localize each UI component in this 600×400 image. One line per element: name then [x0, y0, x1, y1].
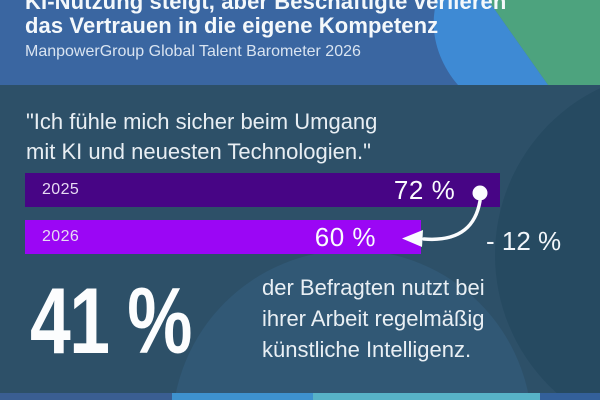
subtitle: ManpowerGroup Global Talent Barometer 20…	[25, 43, 361, 60]
quote-line-2: mit KI und neuesten Technologien."	[26, 139, 371, 164]
page-title: KI-Nutzung steigt, aber Beschäftigte ver…	[25, 0, 506, 38]
bar-2026-label: 2026	[42, 228, 80, 245]
bar-2025-label: 2025	[42, 181, 80, 198]
stat-description: der Befragten nutzt bei ihrer Arbeit reg…	[262, 272, 485, 365]
bar-2026: 2026 60 %	[25, 220, 421, 254]
survey-statement: "Ich fühle mich sicher beim Umgang mit K…	[26, 107, 377, 167]
strip-segment-4	[540, 393, 600, 400]
title-line-2: das Vertrauen in die eigene Kompetenz	[25, 13, 439, 38]
header: KI-Nutzung steigt, aber Beschäftigte ver…	[0, 0, 600, 85]
quote-line-1: "Ich fühle mich sicher beim Umgang	[26, 109, 378, 134]
stat-desc-line-1: der Befragten nutzt bei	[262, 275, 485, 300]
bar-2025-value: 72 %	[393, 174, 456, 205]
bar-2025: 2025 72 %	[25, 173, 501, 207]
bottom-decoration-strip	[0, 393, 600, 400]
stat-desc-line-3: künstliche Intelligenz.	[262, 337, 472, 362]
header-decoration-shapes	[433, 0, 600, 85]
stat-desc-line-2: ihrer Arbeit regelmäßig	[262, 306, 485, 331]
bar-chart: 2025 72 % 2026 60 %	[25, 173, 501, 267]
title-line-1: KI-Nutzung steigt, aber Beschäftigte ver…	[25, 0, 507, 14]
delta-label: - 12 %	[486, 226, 562, 256]
strip-segment-2	[172, 393, 313, 400]
strip-segment-3	[313, 393, 540, 400]
strip-segment-1	[0, 393, 172, 400]
bar-2026-value: 60 %	[314, 221, 376, 252]
stat-value: 41 %	[30, 268, 192, 373]
